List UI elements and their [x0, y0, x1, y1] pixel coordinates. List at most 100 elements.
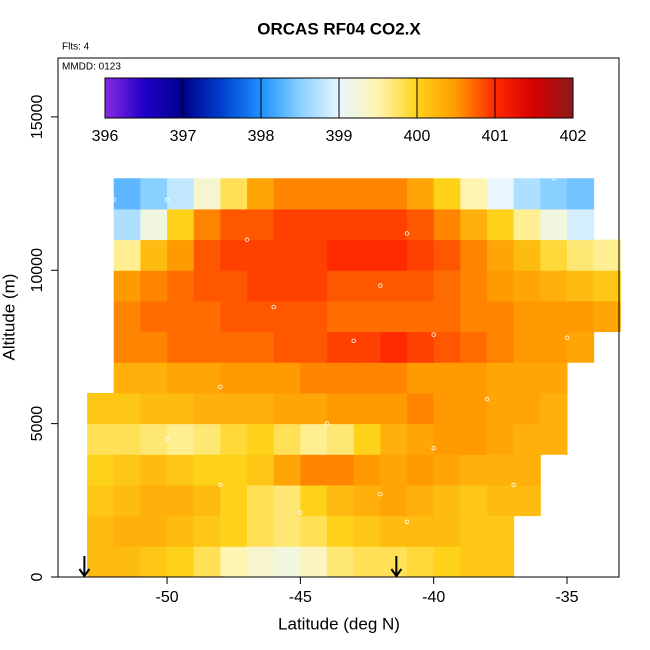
heatmap-cell	[460, 178, 488, 210]
heatmap-cell	[433, 270, 461, 302]
heatmap-cell	[353, 484, 381, 517]
heatmap-cell	[353, 270, 381, 302]
heatmap-cell	[567, 178, 595, 210]
heatmap-cell	[380, 515, 408, 547]
heatmap-cell	[247, 331, 275, 363]
heatmap-cell	[140, 515, 168, 547]
heatmap-cell	[327, 423, 355, 455]
heatmap-cell	[247, 392, 275, 425]
heatmap-cell	[167, 178, 195, 210]
heatmap-cell	[300, 392, 328, 425]
y-tick-label: 10000	[29, 248, 46, 293]
heatmap-cell	[247, 300, 275, 333]
x-tick-label: -50	[155, 589, 178, 606]
heatmap-cell	[300, 546, 328, 578]
heatmap-cell	[140, 423, 168, 455]
heatmap-cell	[247, 362, 275, 394]
heatmap-cell	[113, 515, 141, 547]
heatmap-cell	[380, 484, 408, 517]
heatmap-cell	[273, 362, 301, 394]
heatmap-cell	[407, 515, 435, 547]
heatmap-cell	[407, 300, 435, 333]
heatmap-cell	[167, 208, 195, 241]
heatmap-cell	[113, 270, 141, 302]
heatmap-cell	[113, 392, 141, 425]
heatmap-cell	[353, 454, 381, 486]
heatmap-cell	[273, 239, 301, 271]
heatmap-cell	[220, 270, 248, 302]
heatmap-cell	[193, 484, 221, 517]
sample-point	[484, 176, 490, 181]
sample-point	[351, 338, 356, 344]
heatmap-cell	[487, 546, 515, 578]
heatmap-cell	[113, 484, 141, 517]
heatmap-cell	[140, 208, 168, 241]
heatmap-cell	[167, 454, 195, 486]
heatmap-cell	[113, 239, 141, 271]
heatmap-cell	[407, 423, 435, 455]
heatmap-cell	[300, 331, 328, 363]
sample-point	[378, 283, 383, 288]
heatmap-cell	[113, 331, 141, 363]
heatmap-cell	[220, 331, 248, 363]
heatmap-cell	[300, 300, 328, 333]
heatmap-cell	[220, 515, 248, 547]
heatmap-cell	[433, 362, 461, 394]
heatmap-cell	[113, 546, 141, 578]
heatmap-cell	[567, 239, 595, 271]
heatmap-cell	[327, 300, 355, 333]
heatmap-cell	[433, 454, 461, 486]
heatmap-cell	[433, 239, 461, 271]
heatmap-cell	[327, 331, 355, 363]
heatmap-cell	[140, 239, 168, 271]
heatmap-cell	[87, 484, 115, 517]
heatmap-cell	[353, 331, 381, 363]
heatmap-cell	[273, 423, 301, 455]
heatmap-cell	[460, 331, 488, 363]
heatmap-cell	[167, 331, 195, 363]
flight-arrow	[78, 556, 91, 578]
heatmap-cell	[140, 270, 168, 302]
x-tick-label: -40	[422, 589, 445, 606]
heatmap-cell	[540, 423, 568, 455]
heatmap-cell	[540, 300, 568, 333]
heatmap-cell	[140, 392, 168, 425]
heatmap-cell	[247, 178, 275, 210]
heatmap-cell	[193, 392, 221, 425]
heatmap-cell	[247, 546, 275, 578]
heatmap-cell	[380, 270, 408, 302]
heatmap-cell	[87, 392, 115, 425]
sample-point	[431, 445, 436, 451]
heatmap-cell	[460, 392, 488, 425]
heatmap-cell	[513, 331, 541, 363]
heatmap-cell	[220, 423, 248, 455]
x-tick-label: -45	[289, 589, 312, 606]
heatmap-cell	[87, 423, 115, 455]
heatmap-cell	[540, 331, 568, 363]
sample-point	[164, 197, 170, 202]
heatmap-cell	[87, 515, 115, 547]
heatmap-cell	[407, 270, 435, 302]
sample-point	[324, 421, 330, 426]
heatmap-cell	[460, 423, 488, 455]
heatmap-cell	[513, 270, 541, 302]
heatmap-cell	[460, 484, 488, 517]
heatmap-cell	[247, 239, 275, 271]
heatmap-cell	[220, 300, 248, 333]
heatmap-cell	[327, 178, 355, 210]
y-tick-label: 15000	[29, 95, 46, 140]
heatmap-cell	[407, 331, 435, 363]
heatmap-cell	[513, 392, 541, 425]
heatmap-cell	[353, 208, 381, 241]
heatmap-cell	[433, 423, 461, 455]
heatmap-cell	[407, 392, 435, 425]
heatmap-cell	[407, 239, 435, 271]
heatmap-cell	[487, 454, 515, 486]
heatmap-cell	[540, 208, 568, 241]
heatmap-cell	[433, 331, 461, 363]
heatmap-cell	[193, 300, 221, 333]
heatmap-cell	[167, 484, 195, 517]
heatmap-cell	[433, 208, 461, 241]
heatmap-cell	[460, 515, 488, 547]
heatmap-cell	[193, 454, 221, 486]
